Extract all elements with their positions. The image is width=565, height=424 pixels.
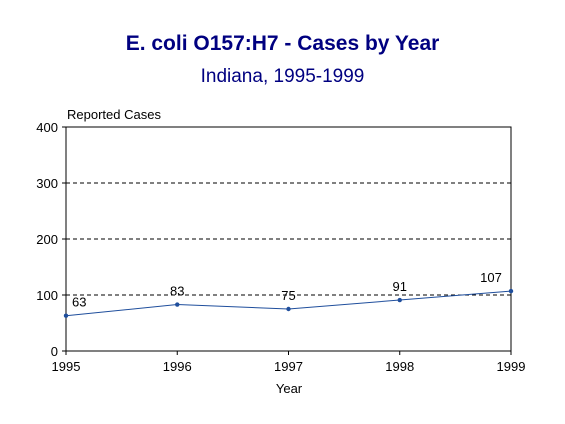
y-tick-label: 200 [36,232,58,247]
data-point [63,313,69,318]
y-tick-label: 300 [36,176,58,191]
x-tick-label: 1997 [274,359,303,374]
y-axis-ticks: 0 100 200 300 400 [36,120,66,359]
data-point [397,297,402,303]
x-axis-ticks: 1995 1996 1997 1998 1999 [52,351,526,374]
data-label: 107 [480,270,502,285]
data-point [508,288,514,294]
x-tick-label: 1996 [163,359,192,374]
x-tick-label: 1998 [385,359,414,374]
data-point [175,302,180,307]
data-labels: 63 83 75 91 107 [72,270,502,310]
grid-lines [66,182,511,296]
y-tick-label: 0 [51,344,58,359]
y-tick-label: 400 [36,120,58,135]
y-axis-label: Reported Cases [67,107,161,122]
data-label: 75 [281,288,295,303]
chart-subtitle: Indiana, 1995-1999 [200,66,365,87]
chart-title: E. coli O157:H7 - Cases by Year [125,32,440,55]
data-label: 83 [170,284,184,299]
x-tick-label: 1995 [52,359,81,374]
data-label: 91 [393,279,407,294]
data-point [286,306,291,312]
x-axis-label: Year [276,381,303,396]
y-tick-label: 100 [36,288,58,303]
x-tick-label: 1999 [497,359,526,374]
series-group [63,288,514,318]
data-label: 63 [72,295,86,310]
